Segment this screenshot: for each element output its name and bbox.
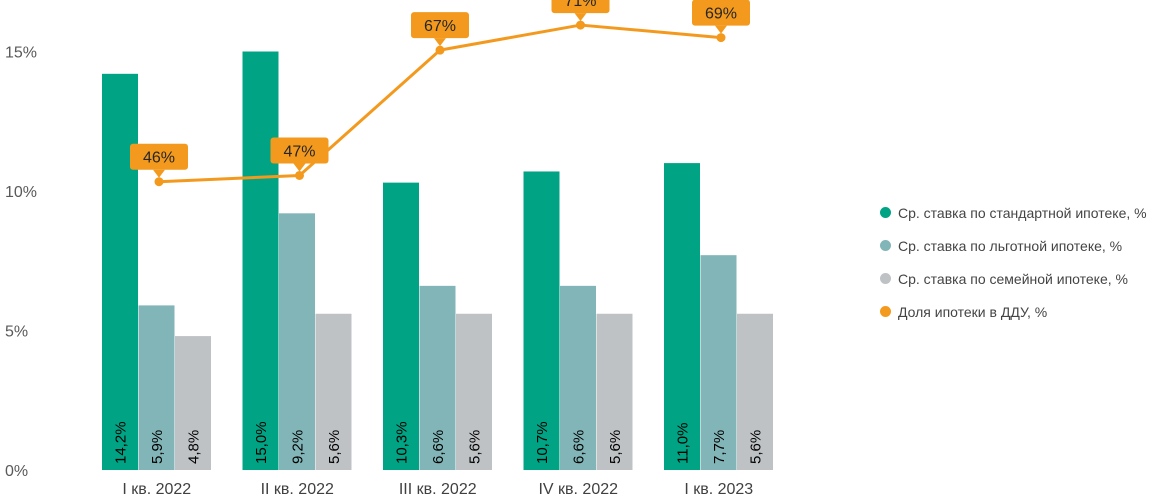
bar xyxy=(138,305,175,470)
line-marker xyxy=(576,20,585,30)
x-tick-label: II кв. 2022 xyxy=(261,481,334,498)
legend-marker-icon xyxy=(880,207,891,218)
bar-data-label: 6,6% xyxy=(430,430,447,464)
legend-label: Ср. ставка по стандартной ипотеке, % xyxy=(898,204,1147,221)
bar-data-label: 10,3% xyxy=(393,421,410,464)
line-marker xyxy=(716,33,726,43)
bar-data-label: 15,0% xyxy=(253,421,270,464)
line-data-label: 47% xyxy=(283,143,315,160)
line-label-box xyxy=(130,143,188,170)
bar-data-label: 9,2% xyxy=(289,430,306,464)
bar xyxy=(242,51,279,470)
bar xyxy=(664,163,700,470)
line-data-label: 46% xyxy=(143,150,175,167)
bar xyxy=(419,285,456,470)
bar xyxy=(279,213,315,470)
bar-data-label: 4,8% xyxy=(185,430,202,464)
legend-marker-icon xyxy=(880,273,891,284)
bar xyxy=(456,313,492,470)
mortgage-chart: 0% 5% 10% 15% 14,2% 5,9% 4,8% I кв. 2022 15,0% 9,… xyxy=(5,0,773,498)
line-label-box xyxy=(551,0,610,14)
line-marker xyxy=(154,177,164,187)
legend-item: Доля ипотеки в ДДУ, % xyxy=(880,295,1170,328)
line-label-pointer xyxy=(715,25,727,34)
x-tick-label: III кв. 2022 xyxy=(399,481,477,498)
legend-marker-icon xyxy=(880,240,891,251)
line-label-box xyxy=(270,137,329,164)
line-data-label: 69% xyxy=(705,6,737,23)
y-tick-label: 10% xyxy=(5,184,37,201)
bar-data-label: 7,7% xyxy=(711,430,728,464)
bar-data-label: 5,6% xyxy=(326,430,343,464)
legend-label: Ср. ставка по семейной ипотеке, % xyxy=(898,270,1128,287)
legend-label: Ср. ставка по льготной ипотеке, % xyxy=(898,237,1123,254)
legend-marker-icon xyxy=(880,306,891,317)
bar xyxy=(315,313,352,470)
line-marker xyxy=(435,45,445,55)
line-label-pointer xyxy=(574,13,587,22)
y-tick-label: 15% xyxy=(5,45,37,62)
line-label-pointer xyxy=(153,169,165,178)
legend: Ср. ставка по стандартной ипотеке, % Ср. … xyxy=(880,196,1170,328)
bar xyxy=(523,171,560,470)
legend-item: Ср. ставка по семейной ипотеке, % xyxy=(880,262,1170,295)
line-marker xyxy=(295,170,304,180)
bar xyxy=(383,182,419,470)
bar xyxy=(596,313,633,470)
line-label-pointer xyxy=(293,163,306,172)
y-tick-label: 5% xyxy=(5,324,28,341)
y-tick-label: 0% xyxy=(5,463,28,480)
bar-data-label: 14,2% xyxy=(112,421,129,464)
bar-data-label: 5,9% xyxy=(149,430,166,464)
bar xyxy=(700,255,737,470)
line-label-box xyxy=(411,12,469,39)
legend-item: Ср. ставка по льготной ипотеке, % xyxy=(880,229,1170,262)
line-label-box xyxy=(692,0,750,26)
bar xyxy=(560,285,596,470)
line-label-pointer xyxy=(434,38,446,47)
bar-data-label: 6,6% xyxy=(570,430,587,464)
bar-data-label: 10,7% xyxy=(534,421,551,464)
bar xyxy=(175,336,211,470)
bar-data-label: 5,6% xyxy=(747,430,764,464)
bar-data-label: 5,6% xyxy=(607,430,624,464)
x-tick-label: IV кв. 2022 xyxy=(538,481,618,498)
x-tick-label: I кв. 2022 xyxy=(122,481,191,498)
bar-data-label: 11,0% xyxy=(674,423,691,464)
line-data-label: 67% xyxy=(424,18,456,35)
line-data-label: 71% xyxy=(564,0,596,10)
bar xyxy=(737,313,773,470)
bar-data-label: 5,6% xyxy=(466,430,483,464)
bar xyxy=(102,73,138,470)
legend-label: Доля ипотеки в ДДУ, % xyxy=(898,303,1048,320)
legend-item: Ср. ставка по стандартной ипотеке, % xyxy=(880,196,1170,229)
x-tick-label: I кв. 2023 xyxy=(684,481,753,498)
